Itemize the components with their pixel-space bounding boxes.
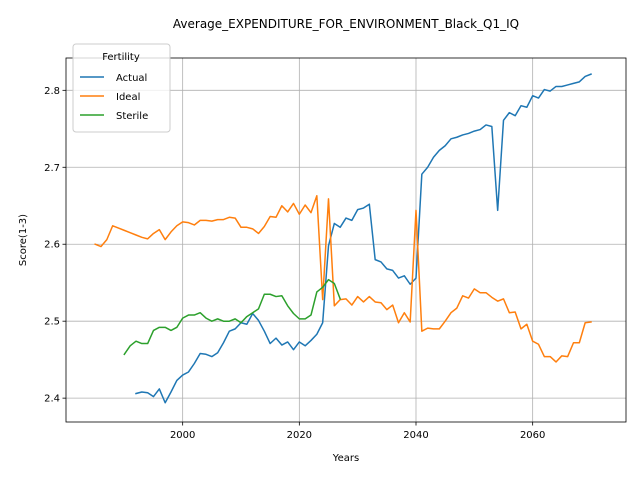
legend-box <box>72 43 171 133</box>
y-tick-label: 2.8 <box>44 86 60 97</box>
y-axis-label: Score(1-3) <box>18 214 29 266</box>
series-layer <box>94 73 592 404</box>
x-tick-label: 2060 <box>520 430 545 441</box>
series-line-actual <box>135 73 592 404</box>
legend-label-ideal: Ideal <box>116 92 140 103</box>
y-tick-label: 2.5 <box>44 317 60 328</box>
y-tick-label: 2.6 <box>44 240 60 251</box>
series-line-ideal <box>94 195 592 363</box>
legend-label-sterile: Sterile <box>116 111 148 122</box>
legend: Fertility Actual Ideal Sterile <box>72 43 171 133</box>
x-tick-label: 2020 <box>287 430 312 441</box>
y-axis-ticks: 2.4 2.5 2.6 2.7 2.8 <box>44 86 66 405</box>
series-line-sterile <box>123 278 342 356</box>
legend-title: Fertility <box>102 52 140 63</box>
chart-title: Average_EXPENDITURE_FOR_ENVIRONMENT_Blac… <box>173 17 519 31</box>
grid <box>66 58 626 422</box>
x-tick-label: 2040 <box>403 430 428 441</box>
y-tick-label: 2.4 <box>44 394 60 405</box>
x-tick-label: 2000 <box>170 430 195 441</box>
x-axis-label: Years <box>332 453 359 464</box>
legend-label-actual: Actual <box>116 73 147 84</box>
y-tick-label: 2.7 <box>44 163 60 174</box>
x-axis-ticks: 2000 2020 2040 2060 <box>170 422 545 441</box>
plot-frame <box>65 57 627 423</box>
